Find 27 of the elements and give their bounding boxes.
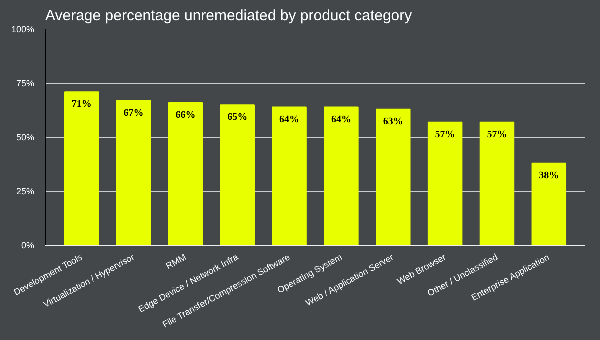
bar xyxy=(376,108,411,246)
data-label: 71% xyxy=(72,99,92,110)
bar xyxy=(428,122,463,246)
data-label: 66% xyxy=(176,110,196,121)
data-label: 64% xyxy=(280,114,300,126)
bar xyxy=(168,102,204,246)
data-label: 57% xyxy=(487,129,508,140)
chart-title: Average percentage unremediated by product category xyxy=(46,8,413,24)
data-label: 65% xyxy=(228,112,248,124)
bar xyxy=(64,92,100,246)
y-tick-label: 75% xyxy=(16,78,34,88)
bar xyxy=(220,104,255,246)
data-label: 64% xyxy=(331,114,352,126)
x-tick-label: RMM xyxy=(164,252,188,272)
data-label: 57% xyxy=(435,129,456,140)
y-tick-label: 0% xyxy=(21,240,35,250)
bar xyxy=(116,100,152,246)
bar xyxy=(480,122,515,246)
bar xyxy=(324,106,359,246)
data-label: 63% xyxy=(383,116,404,128)
bar xyxy=(272,106,307,246)
bar xyxy=(532,162,567,246)
y-tick-label: 100% xyxy=(11,24,35,34)
y-tick-label: 25% xyxy=(16,186,34,196)
y-tick-label: 50% xyxy=(16,132,34,142)
data-label: 67% xyxy=(124,108,144,119)
data-label: 38% xyxy=(539,170,560,182)
